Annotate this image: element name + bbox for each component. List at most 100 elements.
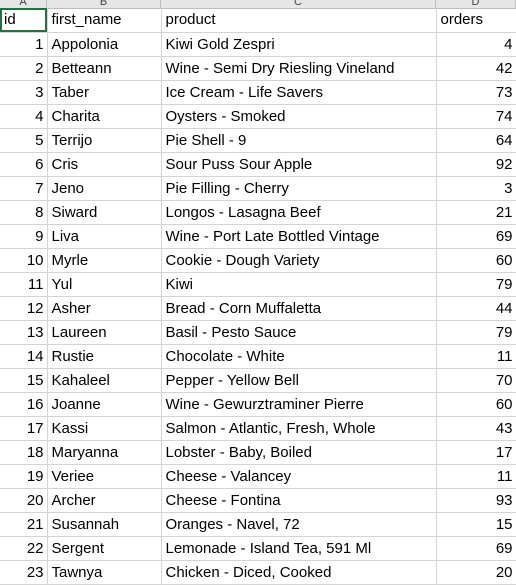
cell-product[interactable]: Chocolate - White (161, 344, 437, 369)
cell-orders[interactable]: 74 (436, 104, 516, 129)
cell-first-name[interactable]: Susannah (47, 512, 162, 537)
column-header-a[interactable]: A (0, 0, 47, 8)
cell-product[interactable]: Chicken - Diced, Cooked (161, 560, 437, 585)
cell-id[interactable]: 8 (0, 200, 48, 225)
cell-first-name[interactable]: Taber (47, 80, 162, 105)
cell-id[interactable]: 2 (0, 56, 48, 81)
cell-first-name[interactable]: Archer (47, 488, 162, 513)
cell-first-name[interactable]: Cris (47, 152, 162, 177)
cell-id[interactable]: 17 (0, 416, 48, 441)
cell-product[interactable]: Cheese - Valancey (161, 464, 437, 489)
cell-first-name[interactable]: Terrijo (47, 128, 162, 153)
cell-first-name[interactable]: Tawnya (47, 560, 162, 585)
cell-first-name[interactable]: Laureen (47, 320, 162, 345)
cell-orders[interactable]: 43 (436, 416, 516, 441)
cell-orders[interactable]: 4 (436, 32, 516, 57)
cell-orders[interactable]: 79 (436, 272, 516, 297)
cell-id[interactable]: 19 (0, 464, 48, 489)
cell-id[interactable]: 1 (0, 32, 48, 57)
cell-product[interactable]: Lobster - Baby, Boiled (161, 440, 437, 465)
cell-product[interactable]: Basil - Pesto Sauce (161, 320, 437, 345)
cell-product[interactable]: Pepper - Yellow Bell (161, 368, 437, 393)
cell-orders[interactable]: 20 (436, 560, 516, 585)
cell-orders[interactable]: 11 (436, 464, 516, 489)
cell-first-name[interactable]: Asher (47, 296, 162, 321)
cell-id[interactable]: 12 (0, 296, 48, 321)
cell-id[interactable]: 9 (0, 224, 48, 249)
cell-id[interactable]: 22 (0, 536, 48, 561)
cell-orders[interactable]: 73 (436, 80, 516, 105)
cell-first-name[interactable]: Veriee (47, 464, 162, 489)
cell-product[interactable]: Pie Shell - 9 (161, 128, 437, 153)
cell-product[interactable]: Kiwi Gold Zespri (161, 32, 437, 57)
header-cell-id[interactable]: id (0, 8, 48, 33)
cell-id[interactable]: 21 (0, 512, 48, 537)
cell-product[interactable]: Ice Cream - Life Savers (161, 80, 437, 105)
cell-id[interactable]: 20 (0, 488, 48, 513)
cell-first-name[interactable]: Charita (47, 104, 162, 129)
cell-id[interactable]: 14 (0, 344, 48, 369)
cell-orders[interactable]: 69 (436, 224, 516, 249)
cell-orders[interactable]: 70 (436, 368, 516, 393)
column-header-b[interactable]: B (47, 0, 161, 8)
cell-id[interactable]: 3 (0, 80, 48, 105)
cell-orders[interactable]: 64 (436, 128, 516, 153)
cell-id[interactable]: 16 (0, 392, 48, 417)
cell-product[interactable]: Sour Puss Sour Apple (161, 152, 437, 177)
cell-first-name[interactable]: Betteann (47, 56, 162, 81)
cell-orders[interactable]: 17 (436, 440, 516, 465)
cell-first-name[interactable]: Liva (47, 224, 162, 249)
cell-orders[interactable]: 69 (436, 536, 516, 561)
cell-first-name[interactable]: Yul (47, 272, 162, 297)
cell-first-name[interactable]: Appolonia (47, 32, 162, 57)
cell-first-name[interactable]: Rustie (47, 344, 162, 369)
cell-orders[interactable]: 93 (436, 488, 516, 513)
cell-first-name[interactable]: Jeno (47, 176, 162, 201)
cell-orders[interactable]: 92 (436, 152, 516, 177)
cell-first-name[interactable]: Maryanna (47, 440, 162, 465)
cell-id[interactable]: 7 (0, 176, 48, 201)
cell-product[interactable]: Wine - Gewurztraminer Pierre (161, 392, 437, 417)
cell-first-name[interactable]: Myrle (47, 248, 162, 273)
cell-first-name[interactable]: Sergent (47, 536, 162, 561)
cell-orders[interactable]: 21 (436, 200, 516, 225)
cell-product[interactable]: Bread - Corn Muffaletta (161, 296, 437, 321)
cell-first-name[interactable]: Joanne (47, 392, 162, 417)
cell-product[interactable]: Cookie - Dough Variety (161, 248, 437, 273)
cell-orders[interactable]: 42 (436, 56, 516, 81)
cell-id[interactable]: 6 (0, 152, 48, 177)
cell-product[interactable]: Oranges - Navel, 72 (161, 512, 437, 537)
cell-product[interactable]: Wine - Port Late Bottled Vintage (161, 224, 437, 249)
cell-id[interactable]: 15 (0, 368, 48, 393)
cell-id[interactable]: 13 (0, 320, 48, 345)
cell-orders[interactable]: 3 (436, 176, 516, 201)
cell-product[interactable]: Longos - Lasagna Beef (161, 200, 437, 225)
cell-id[interactable]: 10 (0, 248, 48, 273)
cell-orders[interactable]: 11 (436, 344, 516, 369)
header-cell-orders[interactable]: orders (436, 8, 516, 33)
cell-orders[interactable]: 15 (436, 512, 516, 537)
cell-orders[interactable]: 44 (436, 296, 516, 321)
cell-first-name[interactable]: Kassi (47, 416, 162, 441)
cell-id[interactable]: 4 (0, 104, 48, 129)
cell-product[interactable]: Cheese - Fontina (161, 488, 437, 513)
cell-orders[interactable]: 79 (436, 320, 516, 345)
cell-id[interactable]: 11 (0, 272, 48, 297)
cell-product[interactable]: Oysters - Smoked (161, 104, 437, 129)
cell-first-name[interactable]: Siward (47, 200, 162, 225)
cell-product[interactable]: Pie Filling - Cherry (161, 176, 437, 201)
cell-id[interactable]: 18 (0, 440, 48, 465)
cell-product[interactable]: Salmon - Atlantic, Fresh, Whole (161, 416, 437, 441)
cell-product[interactable]: Kiwi (161, 272, 437, 297)
header-cell-first-name[interactable]: first_name (47, 8, 162, 33)
cell-orders[interactable]: 60 (436, 248, 516, 273)
cell-orders[interactable]: 60 (436, 392, 516, 417)
header-cell-product[interactable]: product (161, 8, 437, 33)
cell-product[interactable]: Lemonade - Island Tea, 591 Ml (161, 536, 437, 561)
column-header-d[interactable]: D (436, 0, 516, 8)
cell-id[interactable]: 23 (0, 560, 48, 585)
cell-id[interactable]: 5 (0, 128, 48, 153)
cell-first-name[interactable]: Kahaleel (47, 368, 162, 393)
column-header-c[interactable]: C (161, 0, 436, 8)
cell-product[interactable]: Wine - Semi Dry Riesling Vineland (161, 56, 437, 81)
